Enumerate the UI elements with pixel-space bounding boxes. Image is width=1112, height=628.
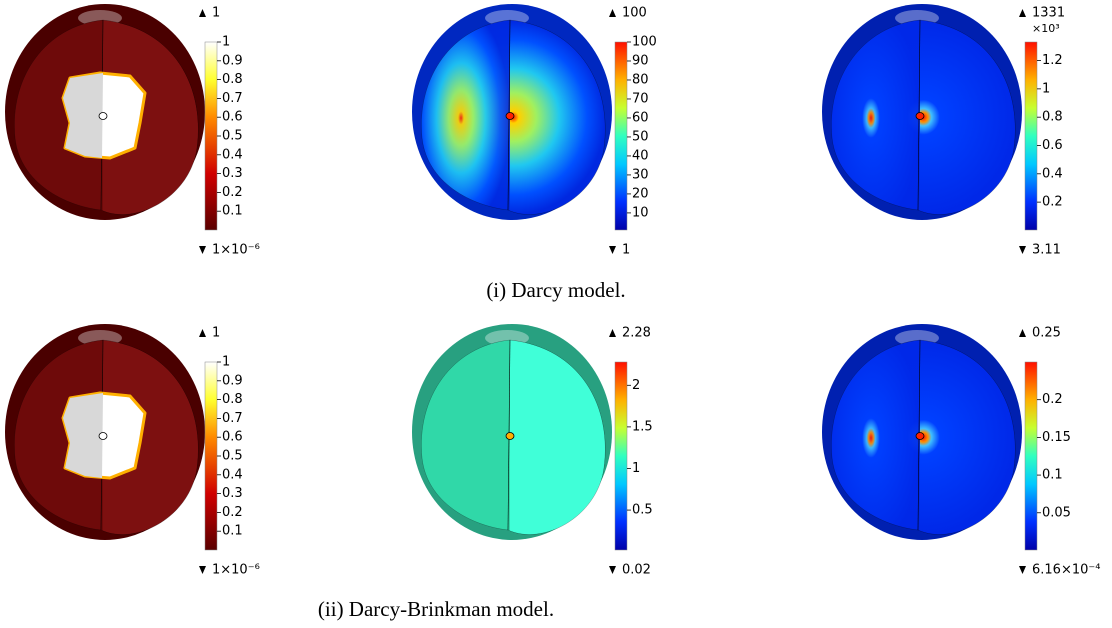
colorbar-tick-label: 0.2 bbox=[222, 505, 243, 520]
caption: (ii) Darcy-Brinkman model. bbox=[318, 597, 554, 621]
interface-blob-left bbox=[63, 73, 103, 158]
colorbar-tick-label: 100 bbox=[632, 35, 657, 50]
inlet bbox=[506, 113, 514, 120]
min-label: 0.02 bbox=[622, 563, 651, 578]
min-marker bbox=[199, 246, 206, 254]
interface-blob-left bbox=[63, 393, 103, 478]
colorbar-tick-label: 20 bbox=[632, 186, 649, 201]
colorbar-tick-label: 0.15 bbox=[1042, 430, 1071, 445]
colorbar bbox=[205, 362, 217, 550]
colorbar-tick-label: 0.9 bbox=[222, 373, 243, 388]
caption: (i) Darcy model. bbox=[486, 278, 625, 302]
min-label: 1 bbox=[622, 243, 630, 258]
min-label: 1×10⁻⁶ bbox=[212, 563, 260, 578]
colorbar-tick-label: 0.6 bbox=[222, 430, 243, 445]
colorbar-tick-label: 0.8 bbox=[222, 392, 243, 407]
min-marker bbox=[609, 246, 616, 254]
colorbar bbox=[1025, 42, 1037, 230]
colorbar-tick-label: 0.1 bbox=[222, 204, 243, 219]
colorbar-multiplier: ×10³ bbox=[1032, 22, 1060, 35]
colorbar-tick-label: 0.9 bbox=[222, 53, 243, 68]
colorbar-tick-label: 1 bbox=[1042, 81, 1050, 96]
colorbar-tick-label: 60 bbox=[632, 110, 649, 125]
colorbar-tick-label: 0.1 bbox=[1042, 468, 1063, 483]
colorbar-tick-label: 0.7 bbox=[222, 411, 243, 426]
colorbar-tick-label: 1 bbox=[222, 35, 230, 50]
inlet bbox=[916, 433, 924, 440]
colorbar-tick-label: 0.2 bbox=[1042, 195, 1063, 210]
colorbar-tick-label: 10 bbox=[632, 205, 649, 220]
min-marker bbox=[1019, 566, 1026, 574]
colorbar-tick-label: 0.2 bbox=[222, 185, 243, 200]
colorbar-tick-label: 1.5 bbox=[632, 419, 653, 434]
colorbar-tick-label: 2 bbox=[632, 378, 640, 393]
colorbar-tick-label: 0.8 bbox=[222, 72, 243, 87]
colorbar-tick-label: 0.2 bbox=[1042, 392, 1063, 407]
min-label: 6.16×10⁻⁴ bbox=[1032, 563, 1100, 578]
max-marker bbox=[1019, 329, 1026, 337]
colorbar-tick-label: 50 bbox=[632, 129, 649, 144]
inlet bbox=[916, 113, 924, 120]
colorbar bbox=[615, 362, 627, 550]
min-label: 3.11 bbox=[1032, 243, 1061, 258]
max-label: 1 bbox=[212, 6, 220, 21]
colorbar-tick-label: 0.1 bbox=[222, 524, 243, 539]
min-marker bbox=[199, 566, 206, 574]
colorbar-tick-label: 0.4 bbox=[222, 147, 243, 162]
figure: (i) Darcy model. (ii) Darcy-Brinkman mod… bbox=[0, 0, 1112, 628]
colorbar-tick-label: 0.3 bbox=[222, 486, 243, 501]
colorbar bbox=[615, 42, 627, 230]
colorbar-tick-label: 0.5 bbox=[632, 503, 653, 518]
colorbar-tick-label: 30 bbox=[632, 167, 649, 182]
max-label: 2.28 bbox=[622, 326, 651, 341]
colorbar-tick-label: 1.2 bbox=[1042, 53, 1063, 68]
min-marker bbox=[609, 566, 616, 574]
colorbar bbox=[205, 42, 217, 230]
colorbar-tick-label: 90 bbox=[632, 53, 649, 68]
colorbar-tick-label: 0.7 bbox=[222, 91, 243, 106]
inlet bbox=[506, 433, 514, 440]
max-marker bbox=[1019, 9, 1026, 17]
max-label: 100 bbox=[622, 6, 647, 21]
colorbar-tick-label: 80 bbox=[632, 72, 649, 87]
colorbar-tick-label: 0.4 bbox=[1042, 166, 1063, 181]
colorbar bbox=[1025, 362, 1037, 550]
colorbar-tick-label: 0.3 bbox=[222, 166, 243, 181]
max-label: 1 bbox=[212, 326, 220, 341]
colorbar-tick-label: 0.6 bbox=[1042, 138, 1063, 153]
colorbar-tick-label: 0.4 bbox=[222, 467, 243, 482]
colorbar-tick-label: 0.5 bbox=[222, 129, 243, 144]
max-label: 1331 bbox=[1032, 6, 1065, 21]
max-marker bbox=[609, 9, 616, 17]
colorbar-tick-label: 0.05 bbox=[1042, 505, 1071, 520]
max-marker bbox=[199, 9, 206, 17]
colorbar-tick-label: 40 bbox=[632, 148, 649, 163]
colorbar-tick-label: 1 bbox=[222, 355, 230, 370]
inlet bbox=[99, 113, 107, 120]
max-label: 0.25 bbox=[1032, 326, 1061, 341]
colorbar-tick-label: 0.8 bbox=[1042, 110, 1063, 125]
colorbar-tick-label: 0.5 bbox=[222, 449, 243, 464]
max-marker bbox=[609, 329, 616, 337]
max-marker bbox=[199, 329, 206, 337]
colorbar-tick-label: 1 bbox=[632, 461, 640, 476]
min-label: 1×10⁻⁶ bbox=[212, 243, 260, 258]
inlet bbox=[99, 433, 107, 440]
min-marker bbox=[1019, 246, 1026, 254]
colorbar-tick-label: 70 bbox=[632, 91, 649, 106]
colorbar-tick-label: 0.6 bbox=[222, 110, 243, 125]
